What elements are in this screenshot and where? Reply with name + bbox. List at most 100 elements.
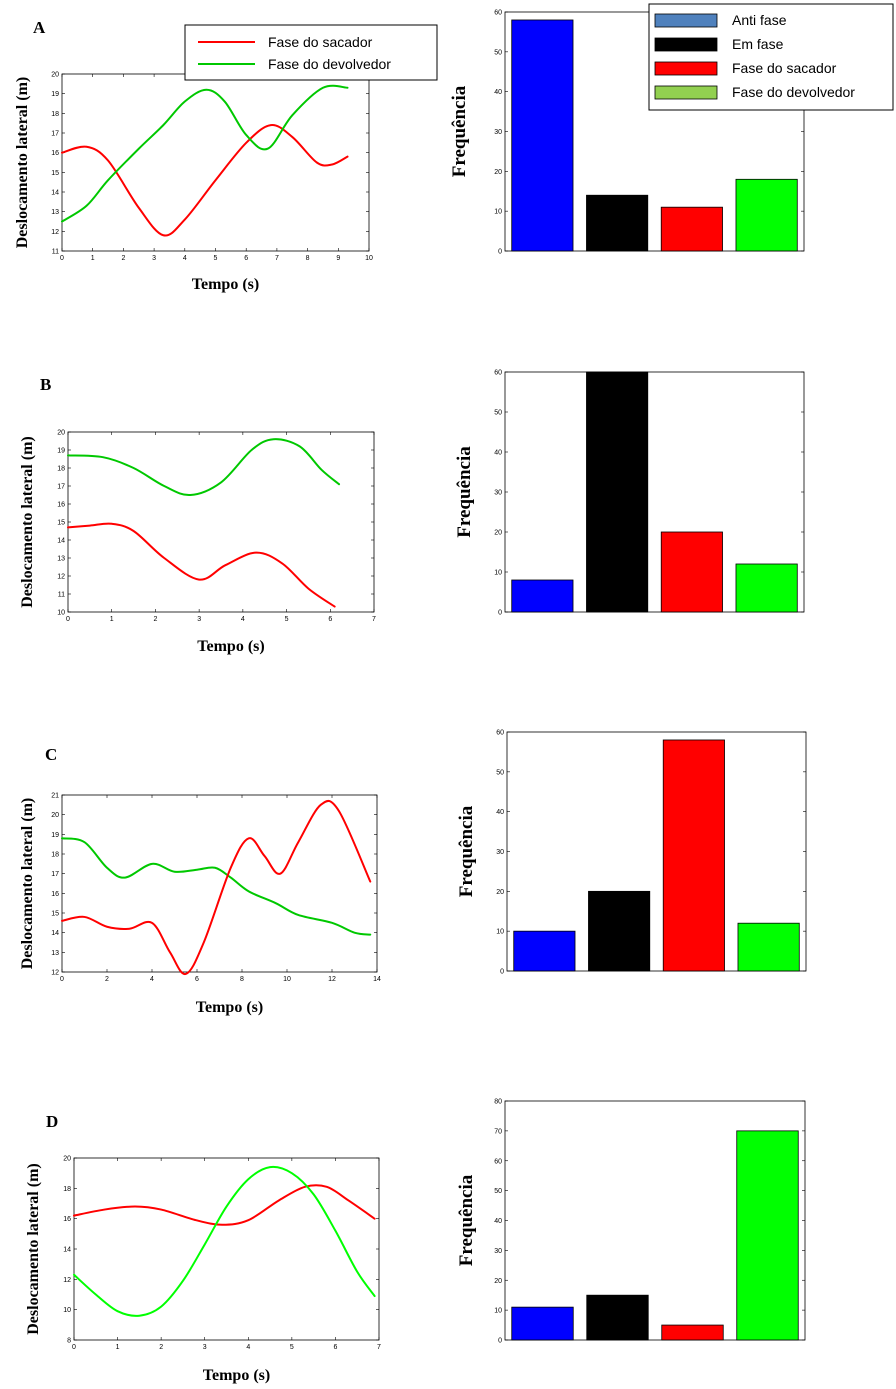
x-tick-label: 2 <box>153 616 157 623</box>
y-axis-label: Deslocamento lateral (m) <box>19 798 36 970</box>
y-axis-label: Frequência <box>449 85 470 177</box>
bar-1 <box>511 1306 574 1341</box>
x-tick-label: 1 <box>91 255 95 262</box>
bar-4 <box>735 563 798 613</box>
y-tick-label: 16 <box>51 891 59 898</box>
bar-4 <box>735 178 798 252</box>
series-line-1 <box>61 124 349 237</box>
y-axis-label: Frequência <box>456 1174 477 1266</box>
y-tick-label: 80 <box>494 1099 502 1106</box>
y-tick-label: 40 <box>496 809 504 816</box>
bar-2 <box>588 890 651 972</box>
y-tick-label: 18 <box>51 111 59 118</box>
y-tick-label: 13 <box>51 209 59 216</box>
y-tick-label: 30 <box>494 490 502 497</box>
y-tick-label: 17 <box>51 131 59 138</box>
bar-4 <box>736 1130 799 1341</box>
x-axis-label: Tempo (s) <box>196 999 263 1016</box>
x-tick-label: 5 <box>290 1344 294 1351</box>
y-tick-label: 50 <box>496 769 504 776</box>
bar-4 <box>737 922 800 972</box>
x-tick-label: 8 <box>240 976 244 983</box>
y-tick-label: 50 <box>494 49 502 56</box>
y-tick-label: 10 <box>63 1307 71 1314</box>
x-tick-label: 1 <box>110 616 114 623</box>
y-tick-label: 17 <box>51 871 59 878</box>
y-tick-label: 8 <box>67 1338 71 1345</box>
y-axis-label: Deslocamento lateral (m) <box>25 1163 42 1335</box>
bar-chart-d: 0 10 20 30 40 50 60 70 80 Frequência <box>456 1099 806 1345</box>
series-line-2 <box>73 1165 376 1317</box>
x-tick-label: 9 <box>336 255 340 262</box>
legend-entry: Fase do sacador <box>732 60 837 76</box>
line-legend: Fase do sacador Fase do devolvedor <box>184 24 438 81</box>
x-tick-label: 0 <box>72 1344 76 1351</box>
y-tick-label: 0 <box>500 969 504 976</box>
legend-swatch <box>654 85 718 100</box>
bar-3 <box>661 1324 724 1341</box>
bar-2 <box>586 371 649 613</box>
y-tick-label: 20 <box>494 169 502 176</box>
y-tick-label: 15 <box>51 911 59 918</box>
y-tick-label: 15 <box>51 170 59 177</box>
x-tick-label: 4 <box>183 255 187 262</box>
y-tick-label: 15 <box>57 520 65 527</box>
bar-legend: Anti fase Em fase Fase do sacador Fase do d… <box>648 3 894 111</box>
y-tick-label: 20 <box>57 430 65 437</box>
line-chart-c: C 0 2 4 6 8 10 12 14 12 13 14 15 16 17 18 19 20 21 Tempo (s… <box>19 745 381 1016</box>
y-axis-label: Deslocamento lateral (m) <box>19 436 36 608</box>
y-tick-label: 16 <box>63 1216 71 1223</box>
x-tick-label: 6 <box>328 616 332 623</box>
y-tick-label: 10 <box>494 570 502 577</box>
bar-chart-c: 0 10 20 30 40 50 60 Frequência <box>456 730 807 976</box>
y-tick-label: 14 <box>57 538 65 545</box>
series-line-1 <box>67 438 341 497</box>
x-tick-label: 14 <box>373 976 381 983</box>
x-tick-label: 12 <box>328 976 336 983</box>
legend-entry: Fase do devolvedor <box>268 56 391 72</box>
y-tick-label: 40 <box>494 89 502 96</box>
y-tick-label: 60 <box>494 10 502 17</box>
y-tick-label: 40 <box>494 450 502 457</box>
x-tick-label: 2 <box>159 1344 163 1351</box>
y-tick-label: 50 <box>494 1188 502 1195</box>
legend-box <box>184 24 438 81</box>
y-tick-label: 13 <box>51 950 59 957</box>
plot-area <box>61 73 370 252</box>
x-tick-label: 2 <box>105 976 109 983</box>
x-tick-label: 7 <box>275 255 279 262</box>
y-tick-label: 14 <box>63 1247 71 1254</box>
x-tick-label: 6 <box>244 255 248 262</box>
panel-letter: B <box>40 375 51 394</box>
y-tick-label: 70 <box>494 1128 502 1135</box>
y-tick-label: 12 <box>57 574 65 581</box>
x-tick-label: 5 <box>214 255 218 262</box>
plot-area <box>67 431 375 613</box>
x-tick-label: 10 <box>365 255 373 262</box>
x-tick-label: 6 <box>195 976 199 983</box>
x-tick-label: 4 <box>241 616 245 623</box>
y-tick-label: 40 <box>494 1218 502 1225</box>
y-tick-label: 20 <box>51 72 59 79</box>
y-tick-label: 0 <box>498 1338 502 1345</box>
y-tick-label: 14 <box>51 930 59 937</box>
y-tick-label: 10 <box>496 929 504 936</box>
y-tick-label: 20 <box>494 530 502 537</box>
x-tick-label: 7 <box>372 616 376 623</box>
y-tick-label: 12 <box>63 1277 71 1284</box>
y-tick-label: 11 <box>58 592 65 599</box>
y-tick-label: 60 <box>496 730 504 737</box>
legend-entry: Fase do sacador <box>268 34 373 50</box>
bar-1 <box>511 579 574 613</box>
x-tick-label: 0 <box>60 976 64 983</box>
panel-letter: A <box>33 18 46 37</box>
panel-letter: D <box>46 1112 58 1131</box>
x-tick-label: 0 <box>60 255 64 262</box>
series-line-2 <box>67 522 336 608</box>
y-tick-label: 10 <box>494 1308 502 1315</box>
y-tick-label: 18 <box>51 852 59 859</box>
series-line-2 <box>61 800 372 975</box>
y-tick-label: 30 <box>494 129 502 136</box>
y-tick-label: 17 <box>57 484 65 491</box>
bar-2 <box>586 194 649 252</box>
